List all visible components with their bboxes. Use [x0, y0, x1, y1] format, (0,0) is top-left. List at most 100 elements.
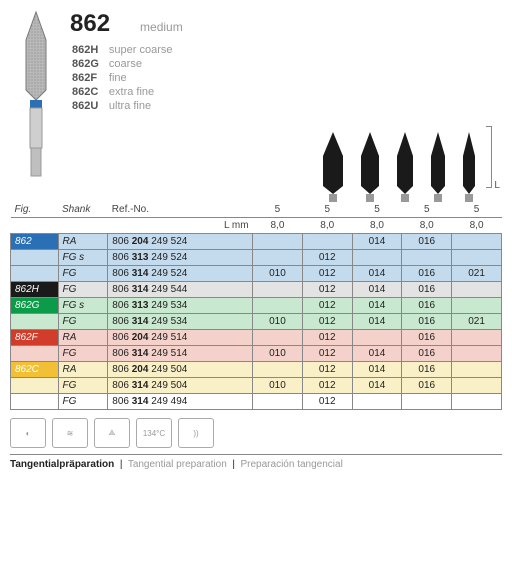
code-desc: coarse: [109, 58, 181, 70]
fig-cell: [11, 378, 59, 394]
shank-cell: FG: [58, 282, 108, 298]
ref-cell: 806 314 249 524: [108, 266, 253, 282]
val-cell: 010: [253, 314, 303, 330]
ref-cell: 806 204 249 514: [108, 330, 253, 346]
ref-cell: 806 314 249 504: [108, 378, 253, 394]
val-cell: 016: [402, 266, 452, 282]
val-cell: 012: [302, 298, 352, 314]
val-cell: [253, 298, 303, 314]
val-cell: [253, 362, 303, 378]
shank-cell: FG s: [58, 250, 108, 266]
feature-icon: ⟁: [94, 418, 130, 448]
val-cell: [352, 250, 402, 266]
code: 862F: [72, 72, 107, 84]
code-desc: ultra fine: [109, 100, 181, 112]
shank-cell: FG: [58, 346, 108, 362]
shank-cell: RA: [58, 330, 108, 346]
val-cell: [253, 394, 303, 410]
val-cell: 016: [402, 362, 452, 378]
val-cell: [452, 362, 502, 378]
val-cell: [352, 394, 402, 410]
val-cell: 014: [352, 346, 402, 362]
val-cell: 012: [302, 330, 352, 346]
val-cell: 014: [352, 266, 402, 282]
val-cell: 012: [302, 250, 352, 266]
fig-cell: [11, 346, 59, 362]
val-cell: 014: [352, 282, 402, 298]
code: 862C: [72, 86, 107, 98]
val-cell: [402, 250, 452, 266]
shank-cell: FG: [58, 314, 108, 330]
code: 862G: [72, 58, 107, 70]
grade-codes: 862Hsuper coarse862Gcoarse862Ffine862Cex…: [70, 42, 183, 114]
fig-cell: [11, 314, 59, 330]
fig-cell: [11, 250, 59, 266]
ref-cell: 806 314 249 534: [108, 314, 253, 330]
shank-cell: RA: [58, 234, 108, 250]
val-cell: 016: [402, 282, 452, 298]
val-cell: 010: [253, 346, 303, 362]
val-cell: 014: [352, 298, 402, 314]
val-cell: 012: [302, 394, 352, 410]
feature-icon: ◐: [10, 418, 46, 448]
fig-cell: 862U: [11, 394, 59, 410]
shank-cell: RA: [58, 362, 108, 378]
code-desc: extra fine: [109, 86, 181, 98]
code-desc: fine: [109, 72, 181, 84]
val-cell: 012: [302, 378, 352, 394]
code: 862H: [72, 44, 107, 56]
val-cell: 016: [402, 346, 452, 362]
val-cell: 010: [253, 378, 303, 394]
val-cell: 016: [402, 378, 452, 394]
val-cell: [452, 394, 502, 410]
fig-cell: 862H: [11, 282, 59, 298]
val-cell: [452, 250, 502, 266]
bur-icon: [394, 130, 416, 202]
val-cell: 012: [302, 314, 352, 330]
spec-table: Fig.ShankRef.-No.55555L mm8,08,08,08,08,…: [10, 202, 502, 410]
val-cell: [402, 394, 452, 410]
val-cell: [452, 346, 502, 362]
length-indicator: L: [486, 126, 500, 191]
val-cell: 021: [452, 314, 502, 330]
feature-icon: ≋: [52, 418, 88, 448]
val-cell: [253, 250, 303, 266]
val-cell: [253, 330, 303, 346]
val-cell: 016: [402, 234, 452, 250]
ref-cell: 806 314 249 514: [108, 346, 253, 362]
code: 862U: [72, 100, 107, 112]
ref-cell: 806 314 249 494: [108, 394, 253, 410]
feature-icon: 134°C: [136, 418, 172, 448]
ref-cell: 806 313 249 524: [108, 250, 253, 266]
val-cell: 014: [352, 362, 402, 378]
fig-cell: 862: [11, 234, 59, 250]
val-cell: 016: [402, 330, 452, 346]
val-cell: 014: [352, 378, 402, 394]
shank-cell: FG: [58, 378, 108, 394]
val-cell: 014: [352, 234, 402, 250]
fig-cell: 862F: [11, 330, 59, 346]
bur-icon: [320, 130, 346, 202]
val-cell: 012: [302, 346, 352, 362]
fig-cell: 862C: [11, 362, 59, 378]
ref-cell: 806 313 249 534: [108, 298, 253, 314]
val-cell: [452, 330, 502, 346]
val-cell: 016: [402, 298, 452, 314]
bur-icon: [428, 130, 448, 202]
val-cell: 012: [302, 266, 352, 282]
shank-cell: FG: [58, 394, 108, 410]
ref-cell: 806 204 249 504: [108, 362, 253, 378]
val-cell: [302, 234, 352, 250]
fig-cell: 862G: [11, 298, 59, 314]
code-desc: super coarse: [109, 44, 181, 56]
val-cell: 012: [302, 362, 352, 378]
val-cell: 010: [253, 266, 303, 282]
shank-cell: FG s: [58, 298, 108, 314]
shank-cell: FG: [58, 266, 108, 282]
val-cell: [452, 282, 502, 298]
val-cell: [253, 282, 303, 298]
ref-cell: 806 204 249 524: [108, 234, 253, 250]
grade-label: medium: [140, 20, 183, 34]
bur-icon: [358, 130, 382, 202]
val-cell: [452, 298, 502, 314]
